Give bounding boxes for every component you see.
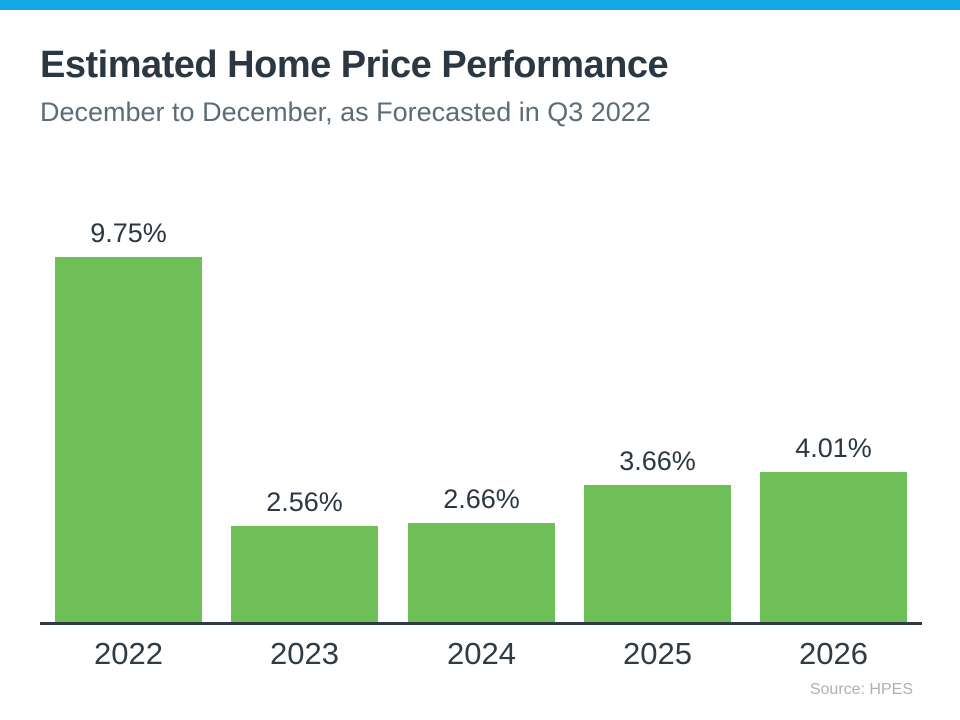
x-axis-label: 2023 (270, 636, 339, 671)
bar-value-label: 2.56% (266, 487, 343, 517)
x-axis-label: 2025 (623, 636, 692, 671)
x-axis-label: 2024 (447, 636, 516, 671)
source-note: Source: HPES (809, 681, 913, 698)
bar-value-label: 4.01% (795, 433, 872, 463)
x-axis-label: 2026 (799, 636, 868, 671)
bar-2022 (55, 257, 202, 622)
bar-2026 (760, 472, 907, 622)
bar-2024 (408, 523, 555, 622)
chart-subtitle: December to December, as Forecasted in Q… (40, 97, 651, 127)
bar-2023 (231, 526, 378, 622)
top-accent-bar (0, 0, 960, 10)
bar-value-label: 9.75% (90, 218, 167, 248)
bar-2025 (584, 485, 731, 622)
bar-value-label: 3.66% (619, 446, 696, 476)
x-axis-label: 2022 (94, 636, 163, 671)
chart-title: Estimated Home Price Performance (40, 44, 669, 86)
bar-value-label: 2.66% (443, 484, 520, 514)
x-axis-line (40, 622, 922, 625)
